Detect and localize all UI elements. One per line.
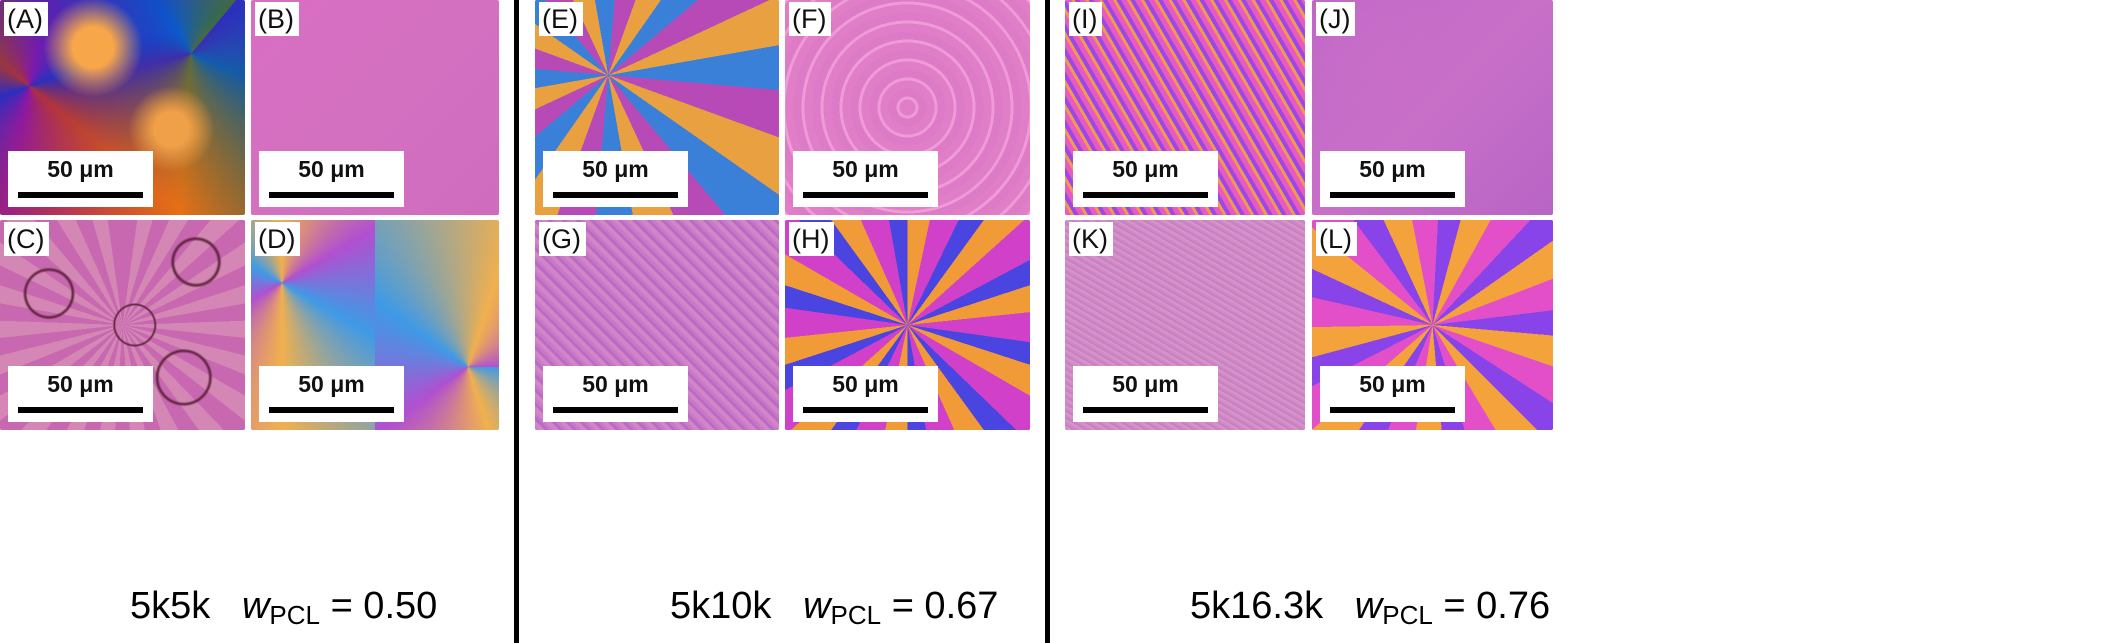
scale-bar: 50 μm xyxy=(259,366,404,422)
scale-bar-line xyxy=(803,407,928,413)
group-divider xyxy=(1045,0,1050,643)
scale-bar-label: 50 μm xyxy=(298,156,365,182)
scale-bar-label: 50 μm xyxy=(832,156,899,182)
micrograph-panel-e: (E) 50 μm xyxy=(535,0,779,215)
panel-label: (K) xyxy=(1069,222,1113,256)
scale-bar-line xyxy=(1330,192,1455,198)
panel-label: (G) xyxy=(539,222,586,256)
sample-name: 5k10k xyxy=(670,585,772,627)
micrograph-panel-i: (I) 50 μm xyxy=(1065,0,1305,215)
micrograph-panel-k: (K) 50 μm xyxy=(1065,220,1305,430)
scale-bar-line xyxy=(18,192,143,198)
scale-bar: 50 μm xyxy=(543,366,688,422)
weight-fraction-symbol: w xyxy=(1354,585,1383,627)
scale-bar-line xyxy=(1330,407,1455,413)
scale-bar-line xyxy=(1083,407,1208,413)
scale-bar-line xyxy=(803,192,928,198)
weight-fraction-subscript: PCL xyxy=(269,600,320,630)
micrograph-panel-a: (A) 50 μm xyxy=(0,0,245,215)
panel-label: (D) xyxy=(255,222,301,256)
panel-label: (H) xyxy=(789,222,835,256)
weight-fraction-subscript: PCL xyxy=(830,600,882,630)
scale-bar: 50 μm xyxy=(1320,366,1465,422)
micrograph-panel-c: (C) 50 μm xyxy=(0,220,245,430)
panel-label: (E) xyxy=(539,2,583,36)
scale-bar-label: 50 μm xyxy=(1359,371,1426,397)
micrograph-panel-d: (D) 50 μm xyxy=(251,220,499,430)
micrograph-panel-g: (G) 50 μm xyxy=(535,220,779,430)
panel-label: (F) xyxy=(789,2,832,36)
scale-bar-label: 50 μm xyxy=(47,156,114,182)
weight-fraction-value: = 0.67 xyxy=(891,585,999,627)
panel-label: (I) xyxy=(1069,2,1103,36)
micrograph-panel-h: (H) 50 μm xyxy=(785,220,1030,430)
scale-bar-label: 50 μm xyxy=(298,371,365,397)
micrograph-panel-f: (F) 50 μm xyxy=(785,0,1030,215)
panel-label: (B) xyxy=(255,2,299,36)
panel-label: (J) xyxy=(1316,2,1356,36)
scale-bar: 50 μm xyxy=(1073,366,1218,422)
scale-bar-label: 50 μm xyxy=(1112,371,1179,397)
scale-bar: 50 μm xyxy=(543,151,688,207)
micrograph-image xyxy=(1312,220,1553,430)
scale-bar-line xyxy=(269,192,394,198)
micrograph-panel-b: (B) 50 μm xyxy=(251,0,499,215)
panel-label: (C) xyxy=(4,222,50,256)
scale-bar-line xyxy=(269,407,394,413)
group-divider xyxy=(514,0,519,643)
weight-fraction-symbol: w xyxy=(803,585,831,627)
weight-fraction-subscript: PCL xyxy=(1382,600,1433,630)
scale-bar-label: 50 μm xyxy=(582,156,649,182)
scale-bar: 50 μm xyxy=(793,366,938,422)
scale-bar-line xyxy=(553,407,678,413)
scale-bar-line xyxy=(18,407,143,413)
weight-fraction-value: = 0.76 xyxy=(1443,585,1551,627)
scale-bar: 50 μm xyxy=(1320,151,1465,207)
scale-bar: 50 μm xyxy=(8,366,153,422)
micrograph-panel-l: (L) 50 μm xyxy=(1312,220,1553,430)
scale-bar-line xyxy=(553,192,678,198)
scale-bar: 50 μm xyxy=(259,151,404,207)
scale-bar: 50 μm xyxy=(8,151,153,207)
scale-bar: 50 μm xyxy=(1073,151,1218,207)
scale-bar: 50 μm xyxy=(793,151,938,207)
caption-group-2: 5k10k wPCL = 0.67 xyxy=(670,585,998,631)
scale-bar-line xyxy=(1083,192,1208,198)
scale-bar-label: 50 μm xyxy=(582,371,649,397)
micrograph-panel-j: (J) 50 μm xyxy=(1312,0,1553,215)
scale-bar-label: 50 μm xyxy=(47,371,114,397)
weight-fraction-symbol: w xyxy=(241,585,270,627)
sample-name: 5k16.3k xyxy=(1190,585,1324,627)
scale-bar-label: 50 μm xyxy=(1359,156,1426,182)
scale-bar-label: 50 μm xyxy=(832,371,899,397)
panel-label: (A) xyxy=(4,2,48,36)
weight-fraction-value: = 0.50 xyxy=(330,585,438,627)
caption-group-3: 5k16.3k wPCL = 0.76 xyxy=(1190,585,1550,631)
panel-label: (L) xyxy=(1316,222,1357,256)
scale-bar-label: 50 μm xyxy=(1112,156,1179,182)
sample-name: 5k5k xyxy=(130,585,211,627)
caption-group-1: 5k5k wPCL = 0.50 xyxy=(130,585,437,631)
